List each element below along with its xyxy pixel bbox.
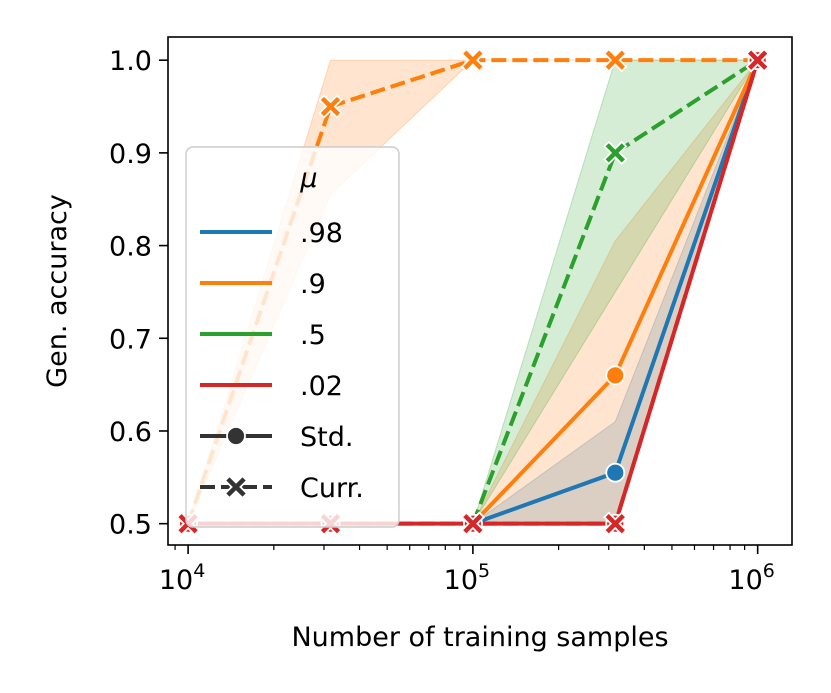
- point-5-2: [460, 511, 486, 536]
- x-tick-label: 105: [444, 560, 490, 596]
- y-axis-label: Gen. accuracy: [42, 194, 73, 388]
- x-tick-base: 10: [728, 565, 762, 596]
- x-tick-label: 106: [728, 560, 774, 596]
- y-tick-label: 0.9: [109, 139, 152, 170]
- legend-box: [185, 146, 400, 528]
- x-tick-exponent: 5: [478, 560, 490, 582]
- point-3-1: [318, 94, 343, 119]
- point-3-3: [603, 48, 628, 73]
- legend: μ .98 .9 .5 .02 Std. Curr.: [185, 146, 400, 528]
- y-tick-label: 0.7: [109, 324, 152, 355]
- legend-label: .02: [300, 371, 343, 402]
- x-axis-label: Number of training samples: [291, 622, 668, 653]
- y-tick-label: 0.6: [109, 417, 152, 448]
- legend-title: μ: [299, 163, 317, 194]
- point-1-1: [605, 365, 626, 386]
- series-markers: [175, 48, 770, 536]
- y-tick-label: 0.8: [109, 232, 152, 263]
- y-tick-label: 1.0: [109, 46, 152, 77]
- series-line-2: [471, 58, 759, 525]
- x-axis-ticks: 104 105 106: [159, 545, 775, 596]
- legend-label: Std.: [300, 422, 353, 453]
- legend-style-marker-1: [223, 474, 249, 500]
- x-tick-base: 10: [159, 565, 193, 596]
- legend-label: .9: [300, 269, 326, 300]
- point-5-3: [603, 511, 628, 536]
- y-tick-label: 0.5: [109, 510, 152, 541]
- point-5-4: [745, 48, 770, 73]
- x-tick-label: 104: [159, 560, 205, 596]
- legend-label: .5: [300, 320, 326, 351]
- x-tick-base: 10: [444, 565, 478, 596]
- legend-label: .98: [300, 218, 343, 249]
- legend-style-marker-0: [226, 426, 246, 446]
- x-tick-exponent: 6: [763, 560, 775, 582]
- x-tick-exponent: 4: [193, 560, 205, 582]
- point-3-2: [460, 48, 486, 73]
- point-2-1: [603, 140, 628, 166]
- y-axis-ticks: 0.5 0.6 0.7 0.8 0.9 1.0: [109, 46, 168, 541]
- plot-frame: [167, 36, 793, 546]
- point-0-1: [605, 462, 626, 483]
- legend-label: Curr.: [300, 473, 364, 504]
